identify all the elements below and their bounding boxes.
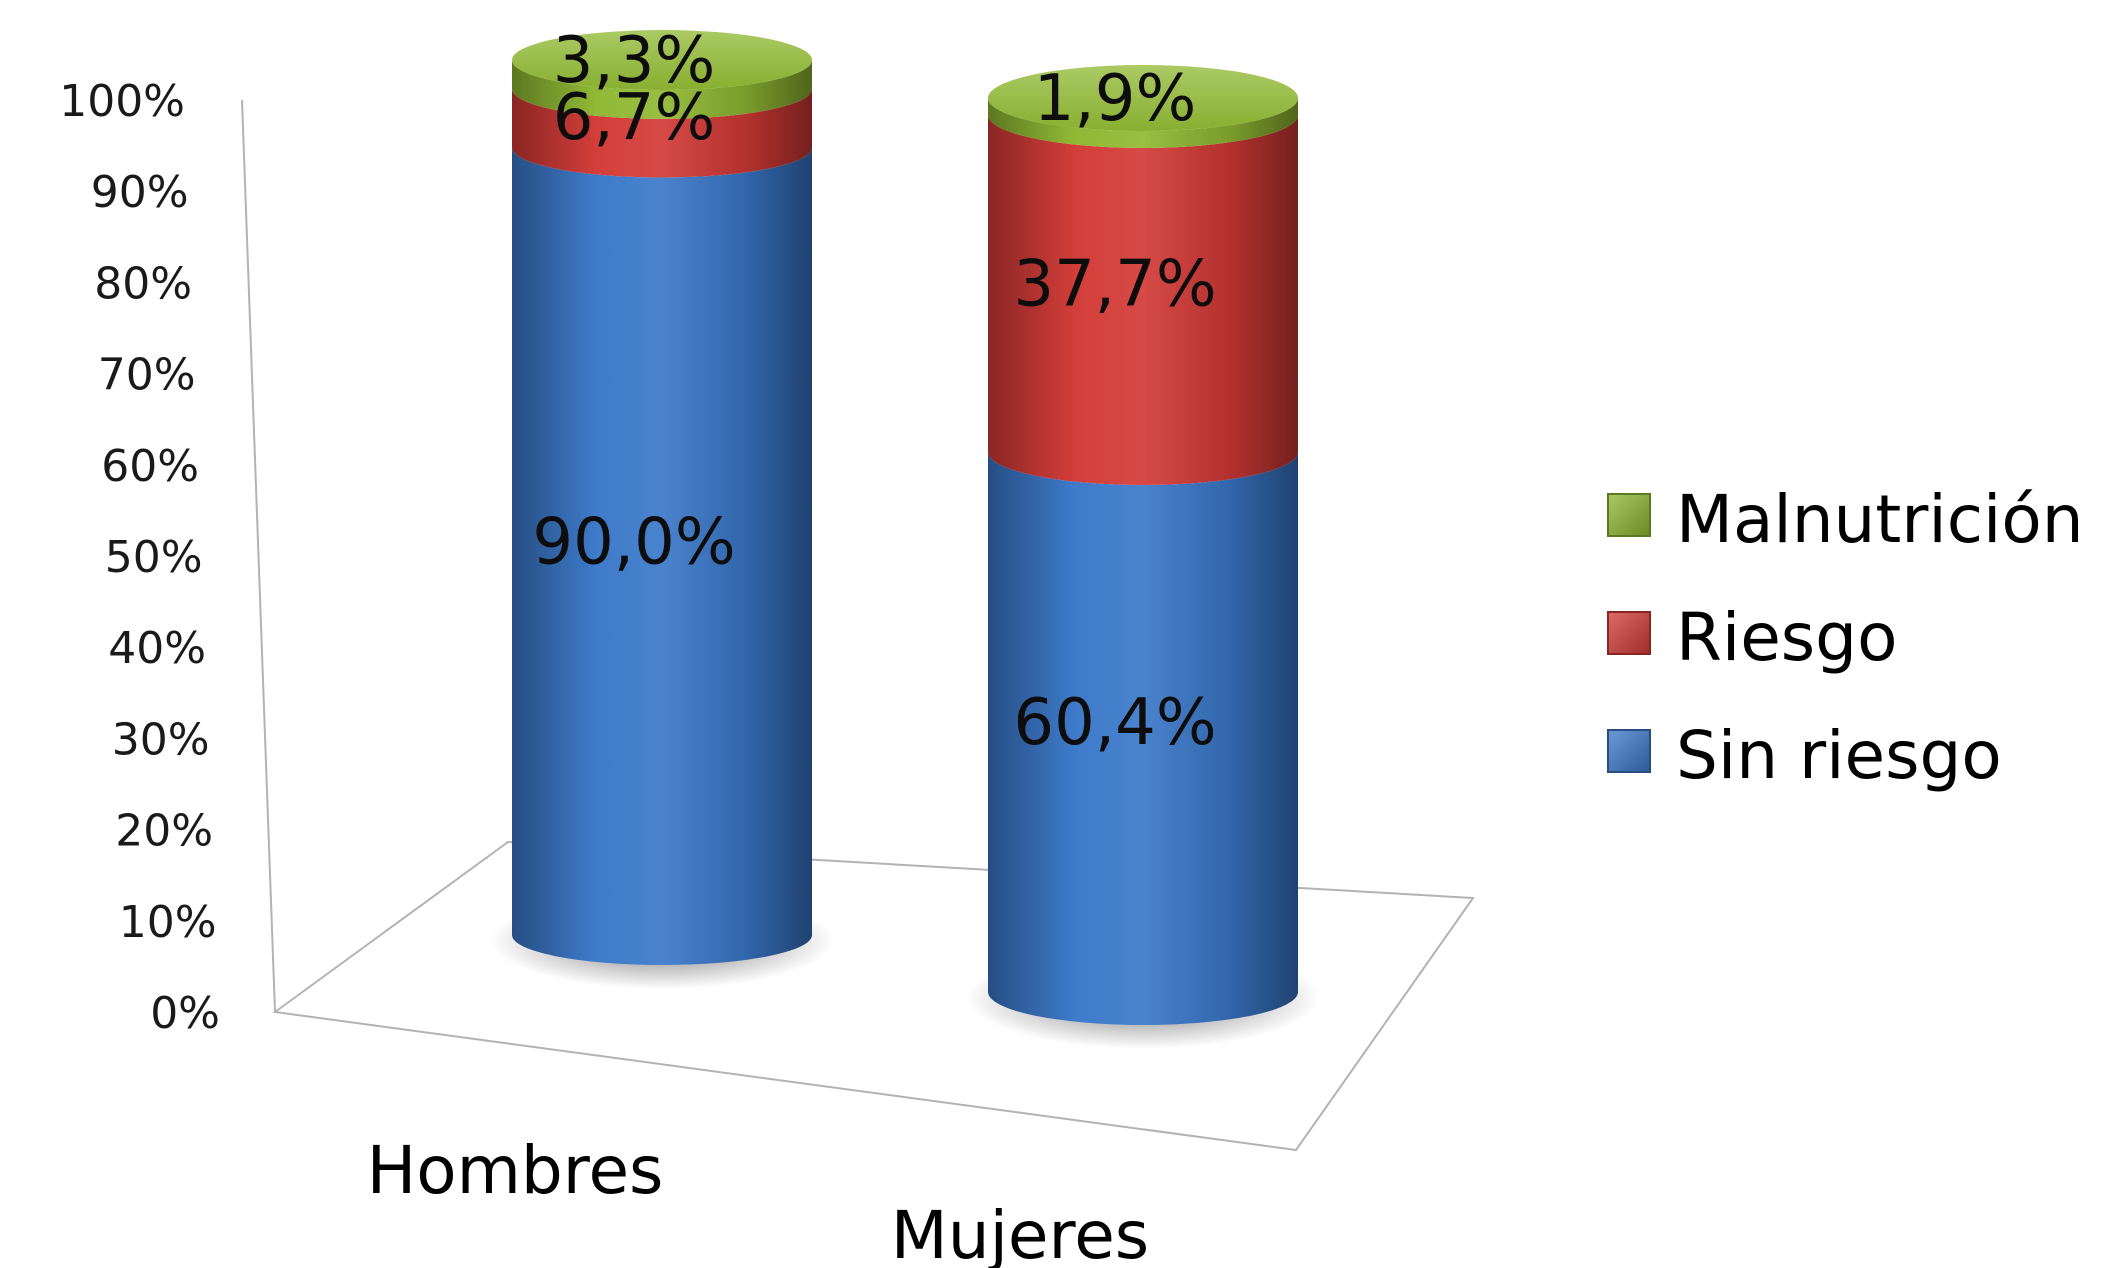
y-tick-label: 30% (112, 714, 210, 765)
legend-item-sin-riesgo: Sin riesgo (1607, 717, 2002, 794)
y-tick-label: 70% (98, 350, 196, 401)
floor-plane (272, 840, 1475, 1152)
bar-stack-hombres (490, 30, 834, 989)
bar-stack-mujeres (966, 65, 1320, 1049)
legend-label: Malnutrición (1676, 481, 2084, 558)
y-tick-label: 20% (115, 806, 213, 857)
data-label-sin-riesgo: 90,0% (532, 505, 735, 579)
x-category-label: Mujeres (891, 1197, 1149, 1268)
category-labels: Hombres Mujeres (367, 1132, 1150, 1268)
data-labels: 90,0% 6,7%3,3% 60,4% 37,7% 1,9% (532, 24, 1216, 760)
data-label-malnutricion: 3,3% (553, 24, 716, 98)
y-axis-ticks: 0% 10% 20% 30% 40% 50% 60% 70% 80% 90% 100% (59, 76, 220, 1039)
legend-swatch (1607, 493, 1651, 537)
legend-swatch (1607, 729, 1651, 773)
y-tick-label: 90% (91, 167, 189, 218)
y-tick-label: 0% (150, 988, 220, 1039)
legend-item-malnutricion: Malnutrición (1607, 481, 2084, 558)
y-tick-label: 10% (119, 897, 217, 948)
bar-segment-riesgo (512, 88, 812, 178)
data-label-riesgo: 37,7% (1013, 248, 1216, 322)
y-tick-label: 60% (101, 441, 199, 492)
data-label-riesgo: 6,7% (553, 81, 716, 155)
bar-segment-riesgo (988, 114, 1298, 486)
legend-item-riesgo: Riesgo (1607, 599, 1897, 676)
back-wall-edge (241, 99, 276, 1013)
y-tick-label: 80% (94, 258, 192, 309)
plot-frame (241, 99, 1475, 1152)
bars-group (490, 30, 1320, 1049)
y-tick-label: 40% (108, 623, 206, 674)
data-label-malnutricion: 1,9% (1034, 62, 1197, 136)
x-category-label: Hombres (367, 1132, 664, 1209)
y-tick-label: 50% (105, 532, 203, 583)
y-tick-label: 100% (59, 76, 185, 127)
legend-label: Sin riesgo (1676, 717, 2002, 794)
data-label-sin-riesgo: 60,4% (1013, 686, 1216, 760)
bar-segment-malnutricion (988, 98, 1298, 148)
bar-segment-sin-riesgo (512, 147, 812, 965)
bar-top-cap (512, 30, 812, 90)
legend: Malnutrición Riesgo Sin riesgo (1607, 481, 2084, 794)
legend-swatch (1607, 611, 1651, 655)
bar-segment-sin-riesgo (988, 452, 1298, 1025)
bar-top-cap (988, 65, 1298, 131)
bar-segment-malnutricion (512, 60, 812, 119)
legend-label: Riesgo (1676, 599, 1897, 676)
